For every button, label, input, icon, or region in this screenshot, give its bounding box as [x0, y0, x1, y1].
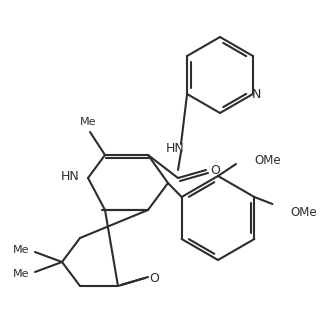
- Text: OMe: OMe: [254, 153, 281, 167]
- Text: Me: Me: [80, 117, 96, 127]
- Text: O: O: [210, 164, 220, 177]
- Text: HN: HN: [61, 169, 80, 182]
- Text: OMe: OMe: [291, 205, 317, 219]
- Text: N: N: [252, 88, 262, 100]
- Text: Me: Me: [13, 269, 29, 279]
- Text: O: O: [149, 272, 159, 285]
- Text: Me: Me: [13, 245, 29, 255]
- Text: HN: HN: [165, 141, 184, 154]
